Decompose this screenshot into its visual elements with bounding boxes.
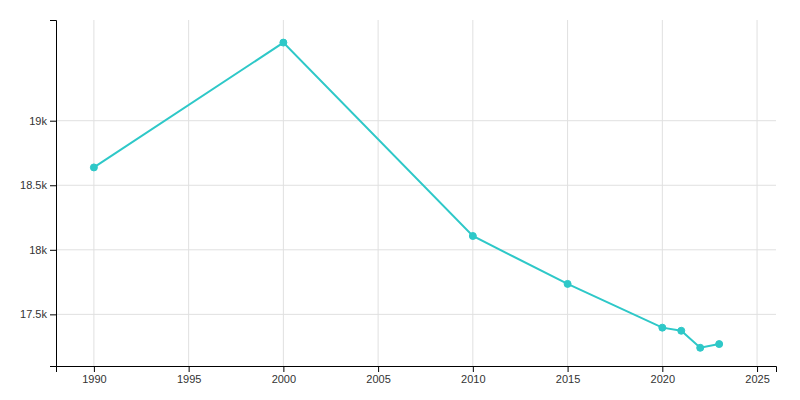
- grid-line: [56, 185, 776, 186]
- y-tick-label: 19k: [29, 115, 47, 127]
- y-tick-mark: [50, 121, 56, 122]
- x-tick-label: 1995: [177, 373, 201, 385]
- x-tick-label: 2000: [272, 373, 296, 385]
- y-tick-mark: [50, 185, 56, 186]
- point: [564, 280, 571, 287]
- x-tick-mark: [189, 366, 190, 372]
- x-tick-mark: [568, 366, 569, 372]
- point: [697, 344, 704, 351]
- grid: [56, 20, 776, 366]
- x-tick: 2000: [272, 366, 296, 385]
- x-tick: 2010: [461, 366, 485, 385]
- x-tick-label: 2010: [461, 373, 485, 385]
- x-tick: 1990: [82, 366, 106, 385]
- x-tick-mark: [473, 366, 474, 372]
- point: [659, 324, 666, 331]
- x-tick-mark: [94, 366, 95, 372]
- x-tick-label: 2020: [651, 373, 675, 385]
- y-tick: 19k: [29, 115, 56, 127]
- point: [280, 39, 287, 46]
- line: [94, 43, 719, 348]
- y-tick-label: 18.5k: [20, 179, 47, 191]
- x-tick-mark: [283, 366, 284, 372]
- x-tick: 2025: [745, 366, 769, 385]
- x-axis-line: [57, 367, 777, 373]
- y-axis-line: [50, 21, 57, 367]
- x-axis: 1990 1995 2000 2005 2010 2015 2020 2025: [57, 366, 777, 385]
- x-tick-mark: [757, 366, 758, 372]
- y-tick: 18.5k: [20, 179, 56, 191]
- point: [469, 232, 476, 239]
- x-tick-label: 1990: [82, 373, 106, 385]
- x-tick: 2020: [651, 366, 675, 385]
- chart: 1990 1995 2000 2005 2010 2015 2020 2025 17.5k 18k…: [0, 0, 800, 400]
- plot-area: 1990 1995 2000 2005 2010 2015 2020 2025 17.5k 18k…: [20, 20, 776, 385]
- point: [678, 327, 685, 334]
- grid-line: [56, 314, 776, 315]
- y-tick-label: 17.5k: [20, 308, 47, 320]
- x-tick-label: 2005: [366, 373, 390, 385]
- y-tick-mark: [50, 250, 56, 251]
- x-tick-mark: [378, 366, 379, 372]
- marks: [90, 39, 722, 351]
- y-tick-mark: [50, 314, 56, 315]
- x-tick-label: 2015: [556, 373, 580, 385]
- x-tick: 2015: [556, 366, 580, 385]
- point: [716, 341, 723, 348]
- x-tick: 2005: [366, 366, 390, 385]
- point: [90, 164, 97, 171]
- x-tick-mark: [662, 366, 663, 372]
- y-tick: 18k: [29, 244, 56, 256]
- y-tick: 17.5k: [20, 308, 56, 320]
- y-tick-label: 18k: [29, 244, 47, 256]
- grid-line: [56, 249, 776, 250]
- x-tick-label: 2025: [745, 373, 769, 385]
- x-tick: 1995: [177, 366, 201, 385]
- y-axis: 17.5k 18k 18.5k 19k: [20, 21, 56, 367]
